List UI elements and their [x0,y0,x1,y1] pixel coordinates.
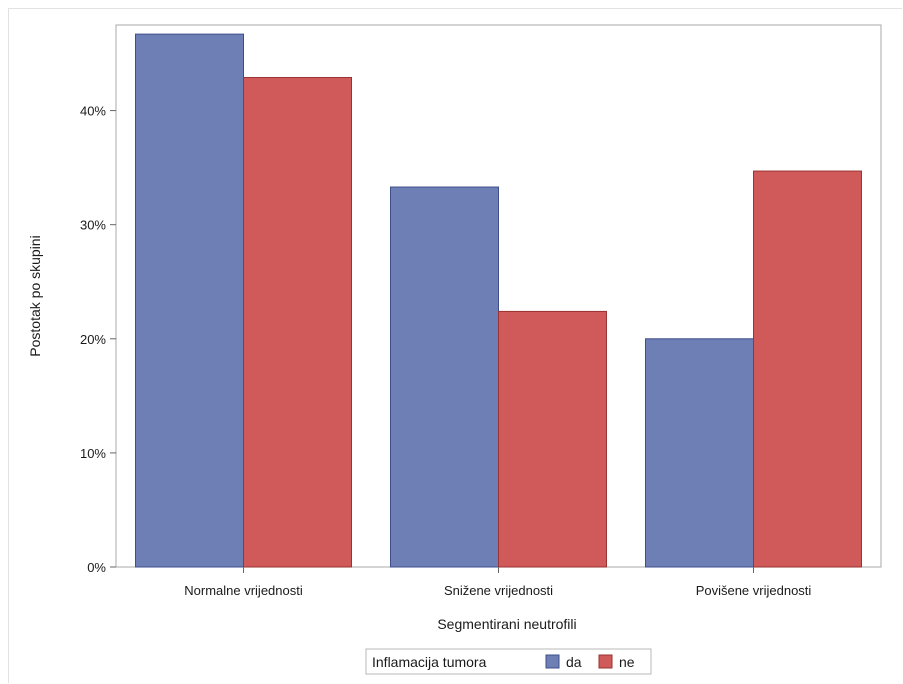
y-tick-label-10: 10% [80,446,106,461]
bar-povisene-vrijednosti-ne [753,170,862,568]
y-axis: 0% 10% 20% 30% 40% [80,104,116,575]
legend-title: Inflamacija tumora [372,654,487,670]
y-tick-label-40: 40% [80,104,106,119]
bar-povisene-vrijednosti-da [645,338,754,568]
legend-label-da: da [566,654,582,670]
bar-snizene-vrijednosti-ne [498,310,607,568]
y-tick-label-20: 20% [80,332,106,347]
x-axis: Normalne vrijednosti Snižene vrijednosti P… [184,567,811,598]
bars-group [135,33,862,568]
legend-swatch-ne [598,654,613,669]
x-axis-title: Segmentirani neutrofili [437,616,576,632]
legend-label-ne: ne [619,654,635,670]
legend: Inflamacija tumora da ne [365,648,652,675]
bar-snizene-vrijednosti-da [390,186,499,568]
x-tick-label-snizene-vrijednosti: Snižene vrijednosti [444,583,553,598]
chart-frame [8,8,902,683]
y-tick-label-0: 0% [87,560,106,575]
y-tick-label-30: 30% [80,218,106,233]
x-tick-label-povisene-vrijednosti: Povišene vrijednosti [696,583,812,598]
x-tick-label-normalne-vrijednosti: Normalne vrijednosti [184,583,303,598]
bar-normalne-vrijednosti-da [135,33,244,568]
y-axis-title: Postotak po skupini [27,235,43,356]
bar-normalne-vrijednosti-ne [243,76,352,568]
legend-swatch-da [545,654,560,669]
